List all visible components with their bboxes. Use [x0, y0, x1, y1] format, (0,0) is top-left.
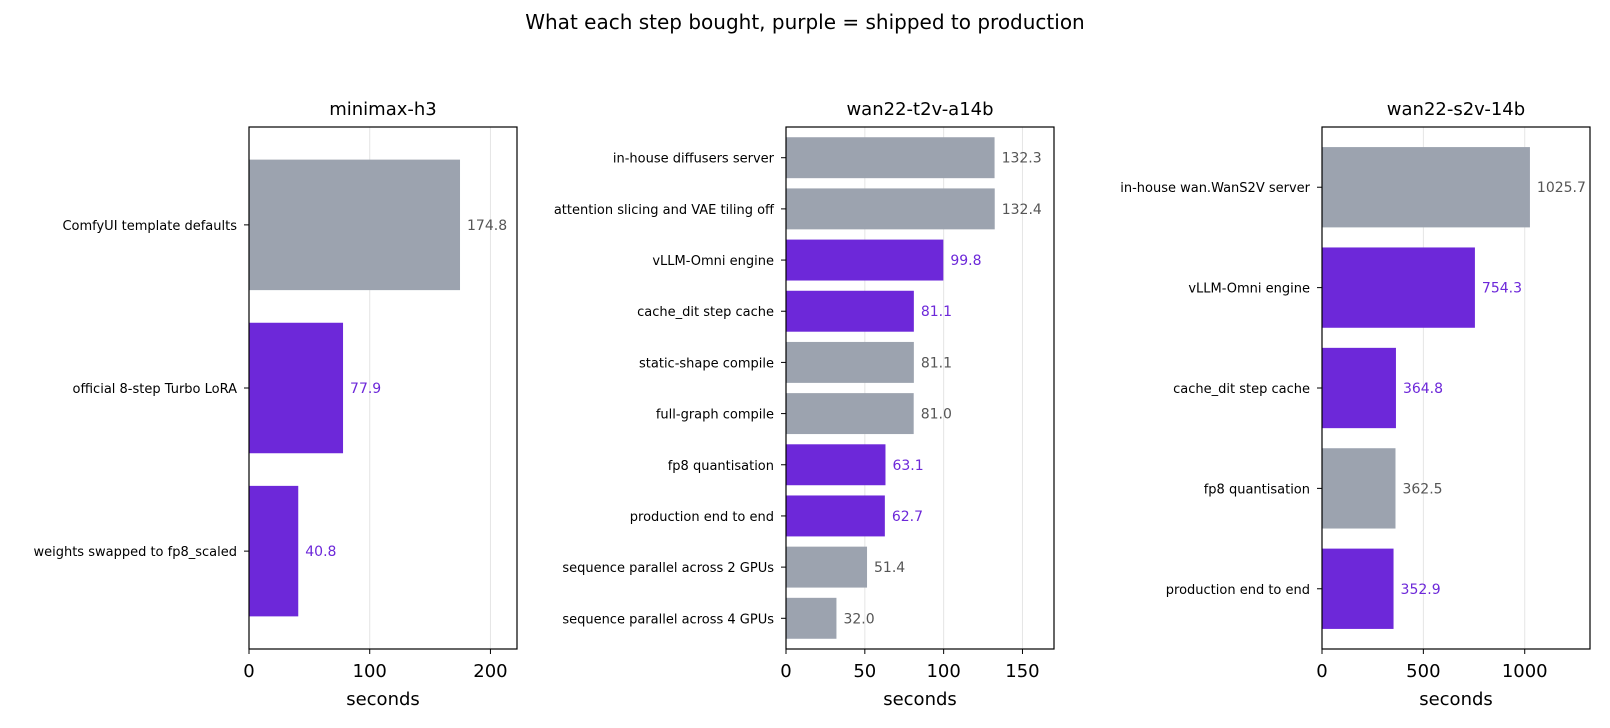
bar: [249, 485, 299, 617]
y-tick-label: full-graph compile: [656, 408, 774, 423]
y-tick-label: in-house wan.WanS2V server: [1120, 181, 1310, 196]
bar: [1322, 347, 1396, 429]
bar: [786, 188, 995, 230]
bar: [1322, 448, 1396, 529]
bar-value-label: 51.4: [874, 560, 905, 576]
y-tick-label: vLLM-Omni engine: [652, 254, 774, 269]
y-tick-label: sequence parallel across 2 GPUs: [562, 561, 774, 576]
bar: [1322, 147, 1530, 228]
x-tick-label: 150: [1005, 661, 1039, 682]
bar: [786, 597, 837, 639]
y-tick-label: vLLM-Omni engine: [1188, 282, 1310, 297]
x-axis-label: seconds: [1419, 689, 1493, 710]
bar-value-label: 81.1: [921, 355, 952, 371]
bar: [786, 341, 914, 383]
panel-title: wan22-t2v-a14b: [846, 99, 993, 120]
bar: [786, 239, 944, 281]
x-tick-label: 0: [243, 661, 254, 682]
bar: [786, 290, 914, 332]
y-tick-label: production end to end: [630, 510, 774, 525]
bar-value-label: 99.8: [950, 253, 981, 269]
y-tick-label: attention slicing and VAE tiling off: [554, 203, 775, 218]
bar: [786, 137, 995, 179]
bar-value-label: 1025.7: [1537, 180, 1586, 196]
bar: [1322, 548, 1394, 629]
x-tick-label: 1000: [1502, 661, 1548, 682]
bar: [786, 393, 914, 435]
bar-value-label: 364.8: [1403, 381, 1443, 397]
axes-frame: [248, 126, 518, 650]
y-tick-label: ComfyUI template defaults: [62, 219, 237, 234]
y-tick-label: weights swapped to fp8_scaled: [33, 545, 237, 560]
bar-value-label: 352.9: [1401, 582, 1441, 598]
bar-value-label: 754.3: [1482, 281, 1522, 297]
y-tick-label: sequence parallel across 4 GPUs: [562, 612, 774, 627]
y-tick-label: static-shape compile: [639, 356, 774, 371]
bar-value-label: 362.5: [1402, 481, 1442, 497]
y-tick-label: cache_dit step cache: [1173, 382, 1310, 397]
x-axis-label: seconds: [883, 689, 957, 710]
bar-value-label: 81.0: [921, 407, 952, 423]
x-tick-label: 500: [1406, 661, 1440, 682]
figure-title: What each step bought, purple = shipped …: [525, 10, 1085, 34]
bar-value-label: 132.3: [1002, 151, 1042, 167]
y-tick-label: cache_dit step cache: [637, 305, 774, 320]
bar-value-label: 132.4: [1002, 202, 1042, 218]
y-tick-label: in-house diffusers server: [613, 152, 775, 167]
x-tick-label: 200: [473, 661, 507, 682]
bar-value-label: 81.1: [921, 304, 952, 320]
y-tick-label: official 8-step Turbo LoRA: [73, 382, 238, 397]
x-tick-label: 100: [926, 661, 960, 682]
x-tick-label: 100: [353, 661, 387, 682]
bar: [786, 495, 885, 537]
bar: [249, 322, 344, 454]
bar: [249, 159, 461, 291]
bar-value-label: 77.9: [350, 381, 381, 397]
bar: [1322, 247, 1475, 328]
x-tick-label: 0: [780, 661, 791, 682]
y-tick-label: fp8 quantisation: [668, 459, 774, 474]
x-axis-label: seconds: [346, 689, 420, 710]
axes-frame: [785, 126, 1055, 650]
bar-value-label: 62.7: [892, 509, 923, 525]
panel-title: wan22-s2v-14b: [1387, 99, 1525, 120]
y-tick-label: fp8 quantisation: [1204, 482, 1310, 497]
bar: [786, 546, 868, 588]
y-tick-label: production end to end: [1166, 583, 1310, 598]
bar-value-label: 40.8: [305, 544, 336, 560]
bar-value-label: 63.1: [892, 458, 923, 474]
x-tick-label: 0: [1316, 661, 1327, 682]
bar-value-label: 32.0: [843, 611, 874, 627]
bar-value-label: 174.8: [467, 218, 507, 234]
panel-title: minimax-h3: [329, 99, 437, 120]
x-tick-label: 50: [853, 661, 876, 682]
axes-frame: [1321, 126, 1591, 650]
bar: [786, 444, 886, 486]
